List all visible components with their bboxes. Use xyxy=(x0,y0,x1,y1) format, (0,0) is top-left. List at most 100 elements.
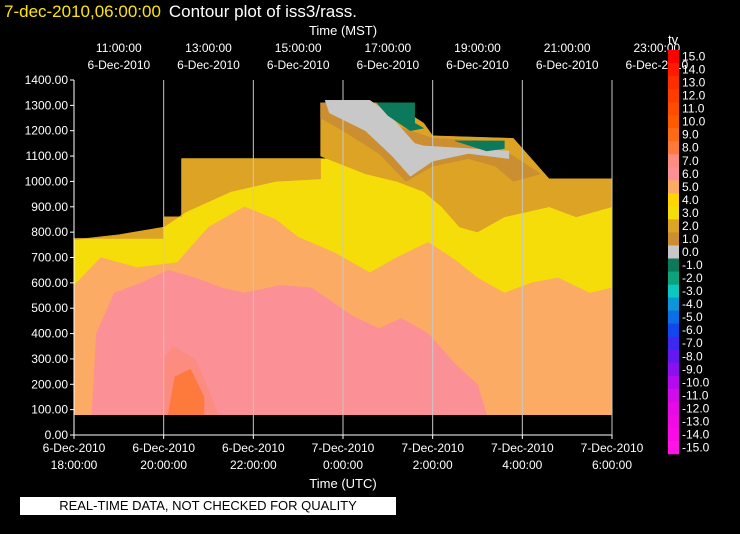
colorbar-swatch xyxy=(668,193,679,207)
top-tick-date: 6-Dec-2010 xyxy=(536,58,599,72)
colorbar-swatch xyxy=(668,141,679,155)
contour-regions xyxy=(73,100,613,415)
colorbar-label: -8.0 xyxy=(682,349,703,363)
y-tick-label: 0.00 xyxy=(45,428,69,442)
bottom-tick-time: 2:00:00 xyxy=(413,458,453,472)
contour-region-1 xyxy=(73,158,321,240)
colorbar-swatch xyxy=(668,232,679,246)
top-tick-time: 21:00:00 xyxy=(544,41,591,55)
y-tick-label: 1400.00 xyxy=(25,73,69,87)
colorbar-label: -14.0 xyxy=(682,427,710,441)
colorbar-swatch xyxy=(668,63,679,77)
colorbar-label: -4.0 xyxy=(682,297,703,311)
top-tick-time: 11:00:00 xyxy=(96,41,142,55)
bottom-tick-time: 18:00:00 xyxy=(51,458,98,472)
colorbar-swatch xyxy=(668,115,679,129)
colorbar-label: 14.0 xyxy=(682,63,706,77)
colorbar-swatch xyxy=(668,310,679,324)
colorbar-swatch xyxy=(668,167,679,181)
top-tick-date: 6-Dec-2010 xyxy=(625,58,688,72)
colorbar-label: -12.0 xyxy=(682,401,710,415)
colorbar-swatch xyxy=(668,271,679,285)
top-tick-date: 6-Dec-2010 xyxy=(446,58,509,72)
colorbar-swatch xyxy=(668,128,679,142)
top-tick-date: 6-Dec-2010 xyxy=(356,58,419,72)
top-tick-time: 17:00:00 xyxy=(364,41,411,55)
y-tick-label: 400.00 xyxy=(31,327,68,341)
bottom-tick-time: 22:00:00 xyxy=(230,458,277,472)
top-tick-time: 13:00:00 xyxy=(185,41,232,55)
colorbar-label: 15.0 xyxy=(682,50,706,64)
colorbar-swatch xyxy=(668,89,679,103)
bottom-tick-date: 7-Dec-2010 xyxy=(312,441,375,455)
colorbar-label: -11.0 xyxy=(682,388,709,402)
colorbar-label: -6.0 xyxy=(682,323,703,337)
axes: 0.00 100.00 200.00 300.00 400.00 500.00 600.00… xyxy=(25,23,689,491)
bottom-tick-date: 6-Dec-2010 xyxy=(43,441,106,455)
colorbar-swatch xyxy=(668,258,679,272)
y-tick-label: 200.00 xyxy=(31,377,68,391)
y-tick-label: 900.00 xyxy=(31,200,68,214)
bottom-tick-date: 6-Dec-2010 xyxy=(132,441,195,455)
colorbar-swatch xyxy=(668,154,679,168)
bottom-axis-label: Time (UTC) xyxy=(309,476,376,491)
colorbar-swatch xyxy=(668,297,679,311)
colorbar-swatch xyxy=(668,102,679,116)
colorbar-label: 12.0 xyxy=(682,89,706,103)
colorbar-swatch xyxy=(668,440,679,455)
colorbar-label: 5.0 xyxy=(682,180,699,194)
colorbar-label: 4.0 xyxy=(682,193,699,207)
contour-region-10 xyxy=(167,368,205,415)
colorbar-label: -10.0 xyxy=(682,375,710,389)
colorbar-swatch xyxy=(668,219,679,233)
colorbar-label: -15.0 xyxy=(682,440,710,454)
colorbar-label: 3.0 xyxy=(682,206,699,220)
y-tick-label: 300.00 xyxy=(31,352,68,366)
y-tick-label: 1200.00 xyxy=(25,124,69,138)
colorbar-swatch xyxy=(668,388,679,403)
y-tick-label: 600.00 xyxy=(31,276,68,290)
colorbar-swatch xyxy=(668,323,679,338)
title-row: 7-dec-2010,06:00:00 Contour plot of iss3/… xyxy=(4,2,357,22)
colorbar-label: 9.0 xyxy=(682,128,699,142)
colorbar-swatch xyxy=(668,362,679,377)
bottom-tick-time: 20:00:00 xyxy=(140,458,187,472)
bottom-tick-date: 7-Dec-2010 xyxy=(401,441,464,455)
timestamp-title: 7-dec-2010,06:00:00 xyxy=(4,2,161,21)
y-tick-label: 100.00 xyxy=(31,403,68,417)
y-tick-label: 800.00 xyxy=(31,225,68,239)
colorbar-label: 11.0 xyxy=(682,102,705,116)
colorbar: 15.014.013.012.011.010.09.08.07.06.05.04… xyxy=(668,32,710,454)
contour-region-5 xyxy=(376,102,425,131)
top-tick-date: 6-Dec-2010 xyxy=(87,58,150,72)
y-tick-label: 1300.00 xyxy=(25,98,69,112)
bottom-tick-date: 7-Dec-2010 xyxy=(581,441,644,455)
colorbar-swatch xyxy=(668,180,679,194)
colorbar-swatch xyxy=(668,76,679,90)
colorbar-label: 2.0 xyxy=(682,219,699,233)
bottom-tick-time: 4:00:00 xyxy=(502,458,542,472)
colorbar-label: 1.0 xyxy=(682,232,699,246)
colorbar-label: -9.0 xyxy=(682,362,703,376)
colorbar-swatch xyxy=(668,427,679,442)
colorbar-label: -1.0 xyxy=(682,258,703,272)
colorbar-title: tv xyxy=(668,32,679,47)
colorbar-swatch xyxy=(668,284,679,298)
colorbar-swatch xyxy=(668,401,679,416)
contour-region-6 xyxy=(455,140,505,152)
colorbar-label: -13.0 xyxy=(682,414,710,428)
top-tick-time: 15:00:00 xyxy=(275,41,322,55)
y-tick-label: 1000.00 xyxy=(25,174,69,188)
y-tick-label: 700.00 xyxy=(31,251,68,265)
y-tick-label: 500.00 xyxy=(31,301,68,315)
grid-lines xyxy=(163,80,613,435)
colorbar-label: 13.0 xyxy=(682,76,706,90)
bottom-tick-date: 6-Dec-2010 xyxy=(222,441,285,455)
bottom-tick-time: 6:00:00 xyxy=(592,458,632,472)
colorbar-label: 7.0 xyxy=(682,154,699,168)
colorbar-label: -7.0 xyxy=(682,336,703,350)
top-tick-time: 19:00:00 xyxy=(454,41,501,55)
top-axis-label: Time (MST) xyxy=(309,23,377,38)
top-tick-date: 6-Dec-2010 xyxy=(267,58,330,72)
